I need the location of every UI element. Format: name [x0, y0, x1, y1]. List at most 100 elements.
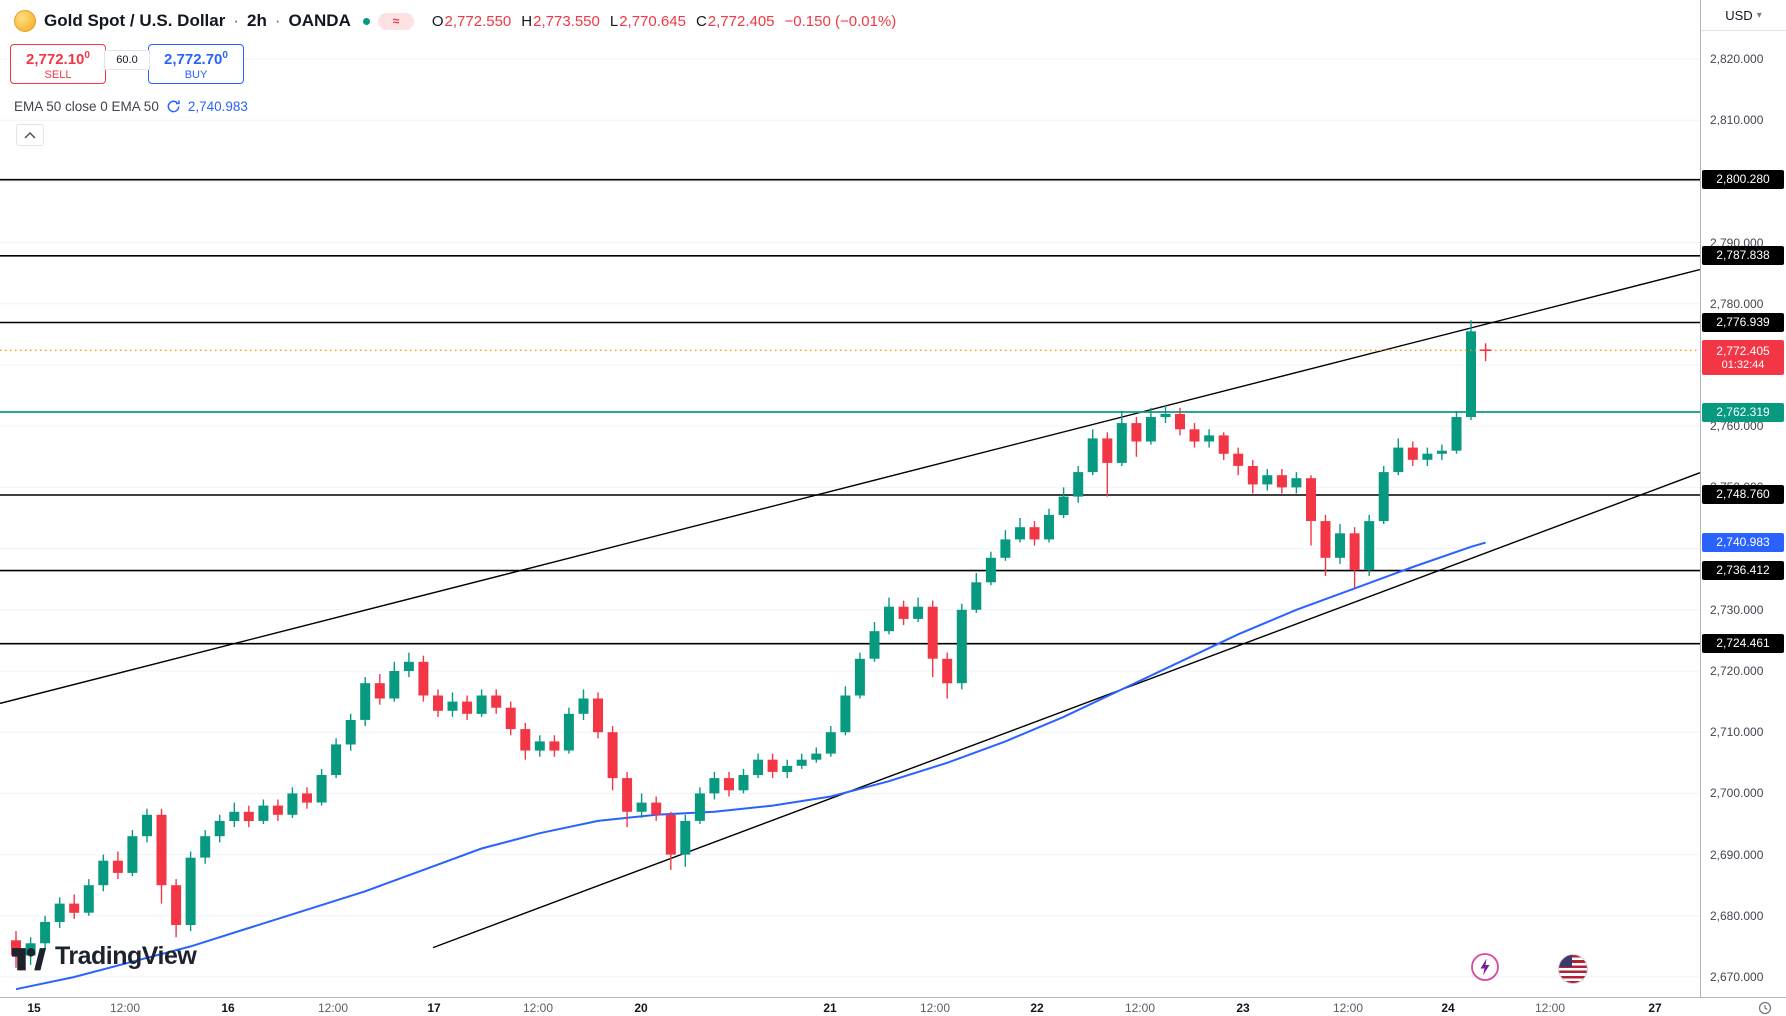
chart-canvas[interactable] — [0, 0, 1700, 997]
candle-body — [782, 765, 793, 772]
sell-price-sup: 0 — [84, 49, 90, 61]
price-axis[interactable]: USD ▾ 2,820.000 2,810.000 2,790.000 2,780.0… — [1700, 0, 1786, 1016]
buy-label: BUY — [184, 68, 208, 81]
candle-body — [142, 814, 152, 837]
close-key: C — [695, 12, 707, 30]
tradingview-logo-icon — [12, 948, 46, 971]
candle-body — [1407, 447, 1418, 460]
candle-body — [825, 732, 836, 754]
time-axis-label: 12:00 — [522, 1001, 554, 1015]
low-key: L — [609, 12, 619, 30]
interval-label[interactable]: 2h — [247, 11, 267, 30]
candle-body — [229, 811, 240, 821]
candle-body — [1160, 414, 1171, 418]
candle-body — [636, 802, 647, 812]
timezone-clock-icon[interactable] — [1758, 1001, 1772, 1016]
candle-body — [1233, 453, 1244, 466]
ema-line[interactable] — [15, 541, 1486, 991]
candle-body — [665, 814, 676, 855]
candle-body — [11, 940, 21, 956]
price-axis-label: 2,710.000 — [1710, 725, 1764, 740]
trendline[interactable] — [0, 268, 1700, 705]
trendline[interactable] — [432, 472, 1700, 949]
candle-body — [1306, 478, 1316, 521]
candle-body — [680, 820, 691, 855]
candle-body — [316, 775, 327, 803]
candle-body — [563, 713, 574, 751]
price-axis-label: 2,700.000 — [1710, 786, 1764, 801]
time-axis-label: 16 — [221, 1001, 235, 1015]
candle-body — [1364, 521, 1375, 571]
boost-lightning-icon[interactable] — [1470, 952, 1500, 987]
sell-button[interactable]: 2,772.100 SELL — [10, 44, 106, 84]
candle-body — [447, 701, 458, 711]
candle-body — [1029, 527, 1040, 540]
candle-body — [1073, 472, 1084, 497]
chevron-down-icon: ▾ — [1756, 9, 1762, 21]
candle-body — [272, 805, 283, 815]
candle-body — [1451, 417, 1462, 451]
bar-countdown: 01:32:44 — [1721, 358, 1765, 371]
candle-body — [389, 671, 400, 699]
sell-label: SELL — [44, 68, 72, 81]
candle-body — [374, 683, 385, 699]
candle-body — [1000, 539, 1011, 558]
indicator-label: EMA 50 close 0 EMA 50 — [14, 99, 159, 114]
candle-body — [433, 695, 443, 711]
symbol-title[interactable]: Gold Spot / U.S. Dollar — [44, 11, 226, 30]
trade-panel: 2,772.100 SELL 60.0 2,772.700 BUY — [10, 44, 244, 84]
candle-body — [360, 683, 371, 720]
candle-body — [476, 695, 487, 714]
currency-label: USD — [1725, 7, 1753, 23]
candle-body — [796, 759, 807, 766]
candle-body — [112, 860, 123, 873]
exchange-label[interactable]: OANDA — [288, 11, 351, 30]
high-value: 2,773.550 — [533, 12, 600, 30]
close-value: 2,772.405 — [707, 12, 775, 30]
candle-body — [1131, 423, 1142, 442]
currency-dropdown[interactable]: USD ▾ — [1701, 0, 1786, 31]
refresh-icon[interactable] — [166, 99, 181, 114]
candle-body — [331, 744, 342, 775]
candle-body — [578, 698, 589, 714]
high-key: H — [521, 12, 533, 30]
candle-body — [767, 759, 778, 772]
candle-body — [83, 885, 94, 913]
candle-body — [243, 811, 254, 821]
price-axis-label: 2,780.000 — [1710, 296, 1764, 311]
time-axis-label: 22 — [1030, 1001, 1044, 1015]
symbol-header: Gold Spot / U.S. Dollar · 2h · OANDA ≈ O… — [14, 10, 896, 32]
candle-body — [171, 885, 182, 925]
candle-body — [98, 860, 109, 886]
time-axis[interactable]: 15 12:00 16 12:00 17 12:00 20 21 12:00 22 12:00 23 1… — [0, 997, 1786, 1016]
candle-body — [884, 606, 894, 632]
ohlc-readout: O 2,772.550 H 2,773.550 L 2,770.645 C 2,772.… — [432, 13, 896, 30]
us-flag-icon[interactable] — [1558, 954, 1588, 984]
buy-button[interactable]: 2,772.700 BUY — [148, 44, 244, 84]
market-open-dot-icon — [362, 17, 370, 25]
buy-price: 2,772.70 — [164, 50, 223, 68]
candle-body — [1102, 438, 1113, 463]
candle-body — [1378, 472, 1389, 522]
candle-body — [622, 778, 633, 812]
candle-body — [1422, 453, 1433, 460]
candle-body — [302, 793, 312, 803]
indicator-value: 2,740.983 — [187, 99, 248, 114]
delayed-data-icon[interactable]: ≈ — [377, 12, 414, 30]
tradingview-watermark: TradingView — [12, 941, 197, 971]
candle-body — [345, 720, 356, 745]
candle-body — [403, 661, 414, 671]
instrument-logo-icon — [14, 10, 36, 32]
candle-body — [1276, 475, 1287, 488]
candle-body — [724, 778, 734, 791]
indicator-legend[interactable]: EMA 50 close 0 EMA 50 2,740.983 — [14, 99, 248, 114]
candle-body — [491, 695, 502, 708]
candle-body — [898, 606, 909, 619]
candle-body — [54, 903, 65, 922]
collapse-legend-button[interactable] — [16, 124, 44, 146]
candle-body — [1189, 429, 1200, 442]
time-axis-label: 20 — [634, 1001, 648, 1015]
price-axis-label: 2,680.000 — [1710, 908, 1764, 923]
candle-body — [738, 775, 749, 791]
